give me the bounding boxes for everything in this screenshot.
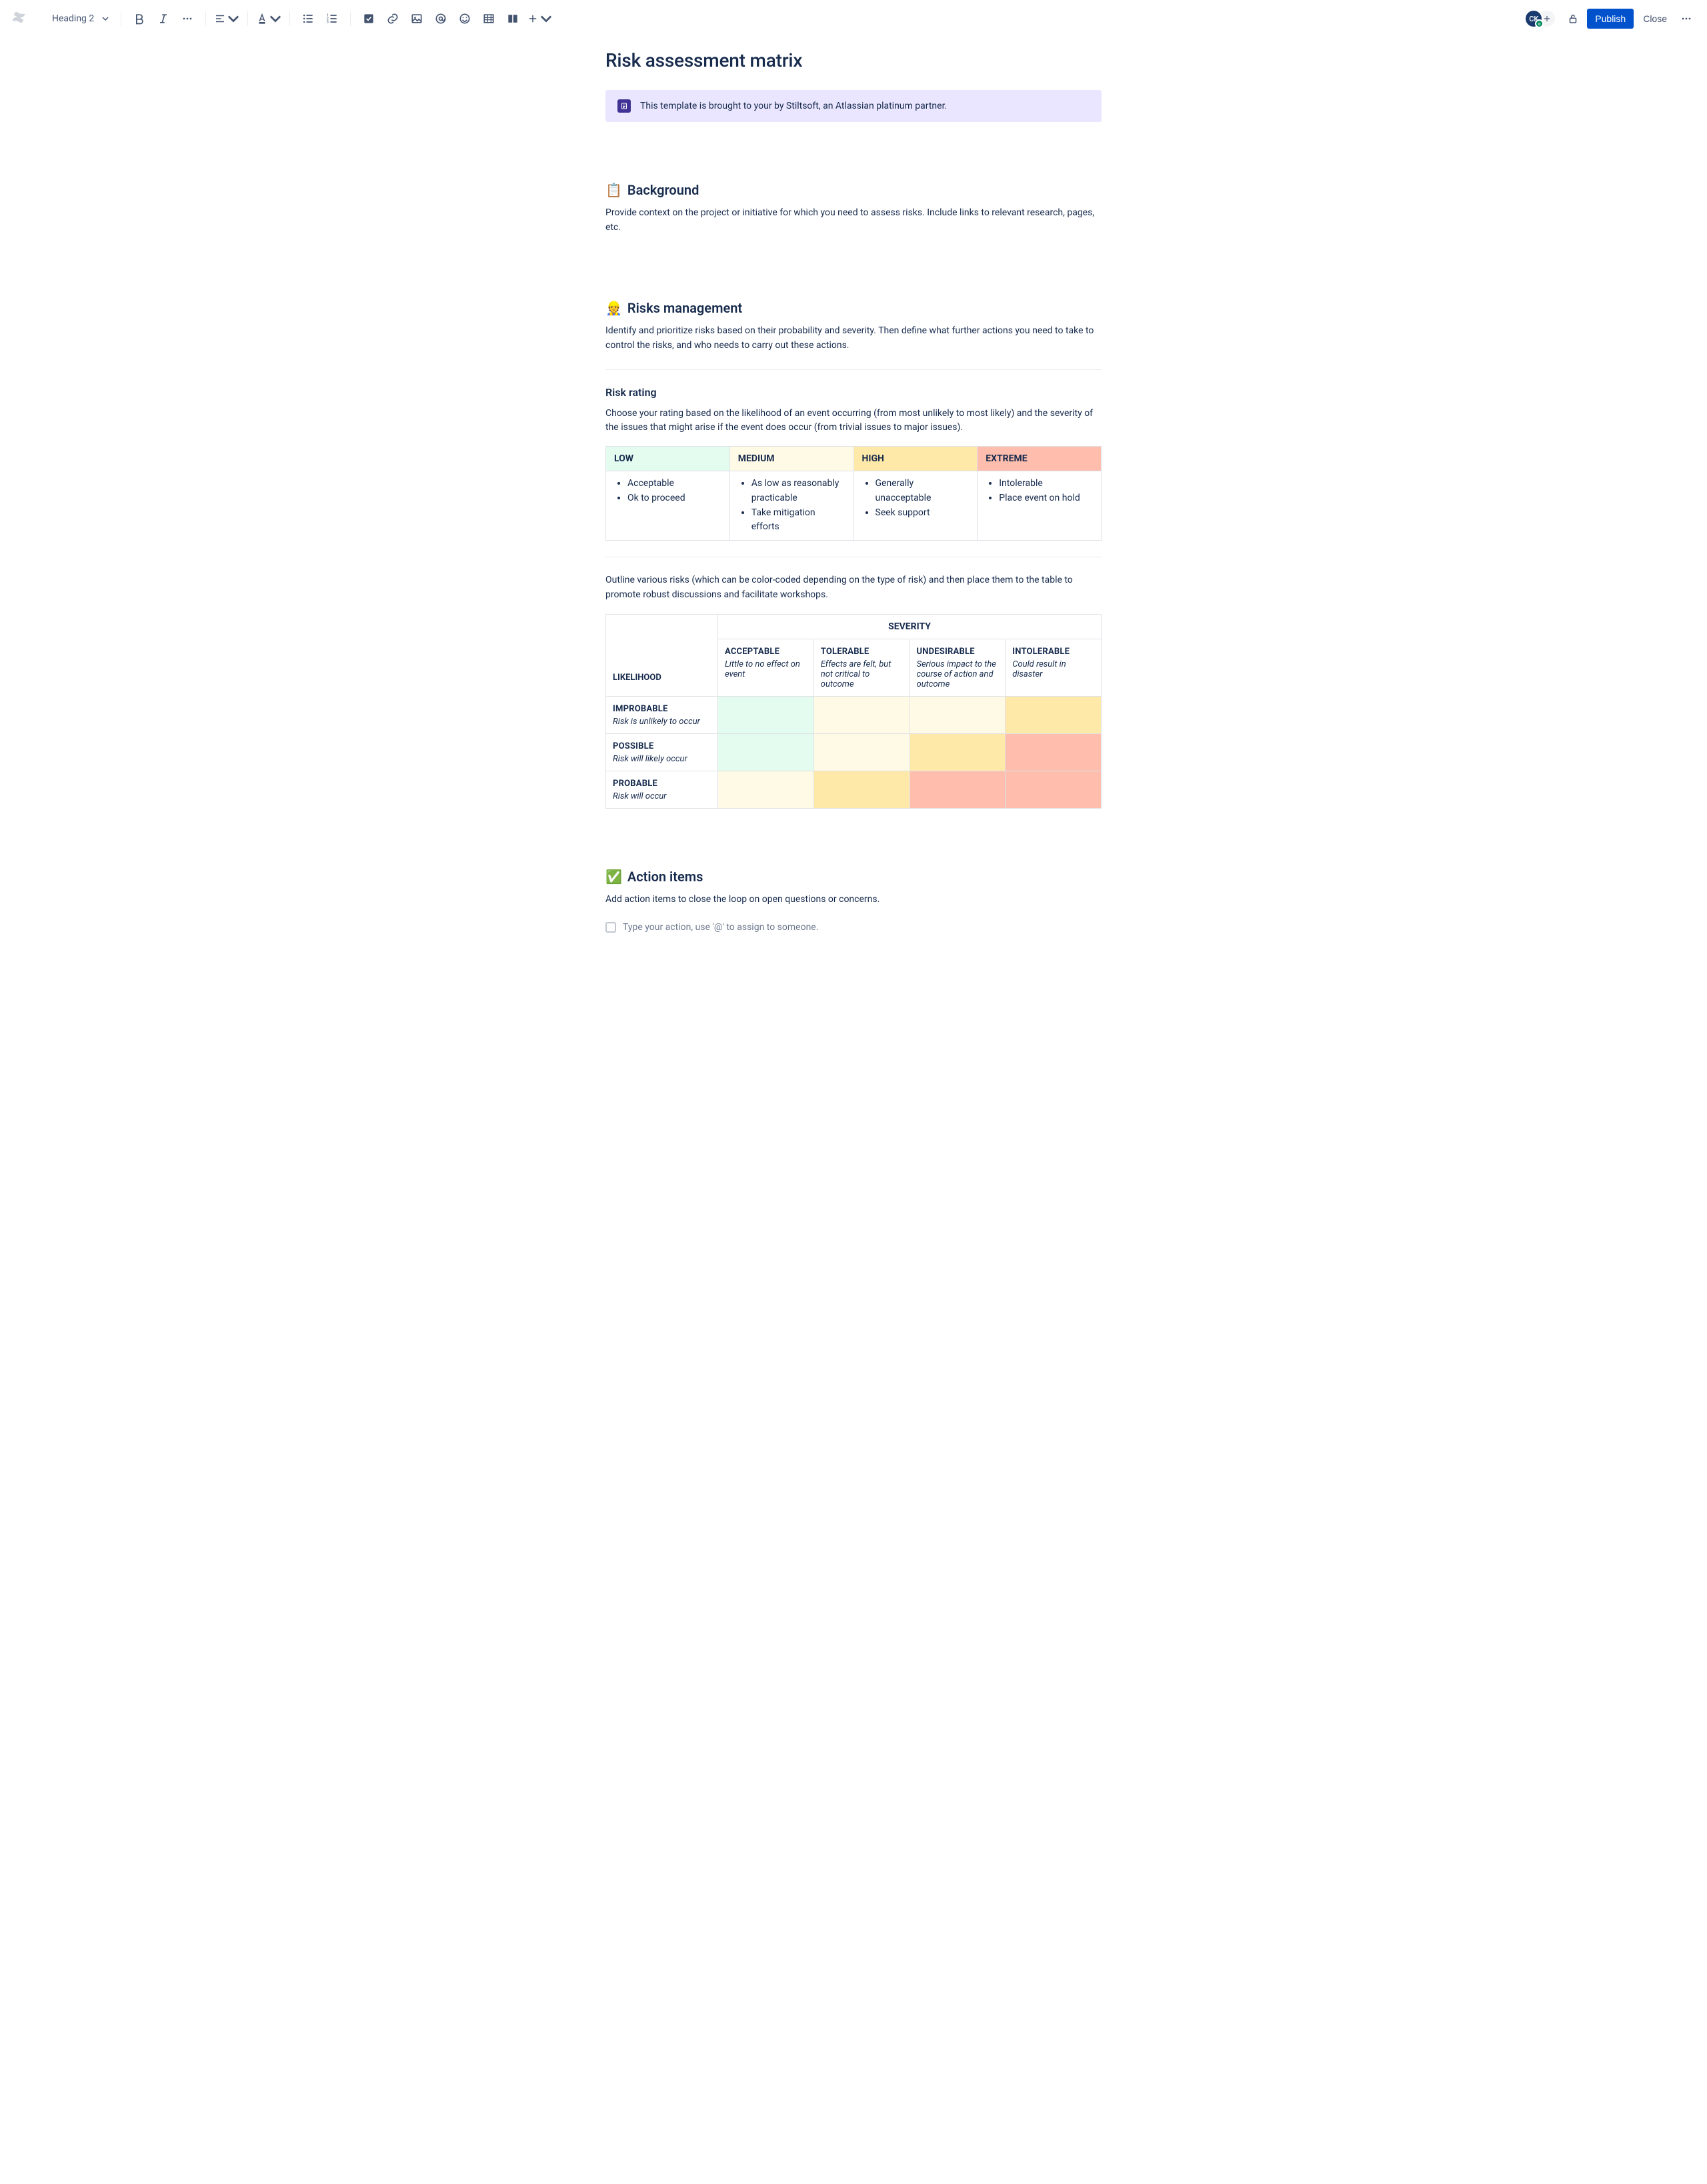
matrix-row-improbable[interactable]: IMPROBABLE Risk is unlikely to occur <box>606 697 1102 734</box>
likelihood-axis-label: LIKELIHOOD <box>606 615 718 697</box>
confluence-logo-icon <box>11 9 27 28</box>
matrix-cell[interactable] <box>1006 734 1102 771</box>
layouts-button[interactable] <box>503 9 523 29</box>
matrix-cell[interactable] <box>910 697 1006 734</box>
bullet-list-button[interactable] <box>298 9 318 29</box>
rating-header-high: HIGH <box>854 447 978 471</box>
matrix-cell[interactable] <box>813 734 910 771</box>
editor-toolbar: Heading 2 123 CK c <box>0 0 1707 37</box>
rating-header-low: LOW <box>606 447 730 471</box>
matrix-row-probable[interactable]: PROBABLE Risk will occur <box>606 771 1102 809</box>
rating-header-medium: MEDIUM <box>729 447 854 471</box>
risk-matrix-table[interactable]: LIKELIHOOD SEVERITY ACCEPTABLE Little to… <box>605 614 1102 809</box>
matrix-cell[interactable] <box>910 771 1006 809</box>
rating-cell-extreme[interactable]: Intolerable Place event on hold <box>978 471 1102 541</box>
matrix-cell[interactable] <box>718 734 814 771</box>
matrix-cell[interactable] <box>910 734 1006 771</box>
emoji-button[interactable] <box>455 9 475 29</box>
action-items-body[interactable]: Add action items to close the loop on op… <box>605 893 1102 907</box>
risk-rating-heading[interactable]: Risk rating <box>605 386 1102 399</box>
severity-acceptable: ACCEPTABLE Little to no effect on event <box>718 639 814 697</box>
background-heading[interactable]: 📋 Background <box>605 182 1102 198</box>
action-item-row[interactable]: Type your action, use '@' to assign to s… <box>605 922 1102 933</box>
matrix-cell[interactable] <box>718 697 814 734</box>
paragraph-style-label: Heading 2 <box>52 13 94 24</box>
risks-management-heading[interactable]: 👷 Risks management <box>605 300 1102 316</box>
clipboard-icon: 📋 <box>605 182 622 198</box>
severity-axis-label: SEVERITY <box>718 615 1102 639</box>
more-actions-button[interactable] <box>1676 9 1696 29</box>
matrix-row-possible[interactable]: POSSIBLE Risk will likely occur <box>606 734 1102 771</box>
info-panel[interactable]: This template is brought to your by Stil… <box>605 90 1102 122</box>
likelihood-possible: POSSIBLE Risk will likely occur <box>606 734 718 771</box>
matrix-cell[interactable] <box>1006 697 1102 734</box>
image-button[interactable] <box>407 9 427 29</box>
italic-button[interactable] <box>153 9 173 29</box>
close-button[interactable]: Close <box>1638 9 1672 29</box>
divider <box>605 369 1102 370</box>
risk-rating-intro[interactable]: Choose your rating based on the likeliho… <box>605 407 1102 435</box>
matrix-cell[interactable] <box>813 771 910 809</box>
action-item-placeholder[interactable]: Type your action, use '@' to assign to s… <box>623 922 818 933</box>
matrix-cell[interactable] <box>1006 771 1102 809</box>
restrictions-button[interactable] <box>1563 9 1583 29</box>
chevron-down-icon <box>102 15 109 22</box>
info-panel-text: This template is brought to your by Stil… <box>640 101 947 111</box>
avatar[interactable]: CK c <box>1524 9 1543 28</box>
matrix-cell[interactable] <box>718 771 814 809</box>
likelihood-improbable: IMPROBABLE Risk is unlikely to occur <box>606 697 718 734</box>
matrix-cell[interactable] <box>813 697 910 734</box>
severity-tolerable: TOLERABLE Effects are felt, but not crit… <box>813 639 910 697</box>
action-items-heading[interactable]: ✅ Action items <box>605 869 1102 885</box>
rating-cell-high[interactable]: Generally unacceptable Seek support <box>854 471 978 541</box>
mention-button[interactable] <box>431 9 451 29</box>
rating-cell-low[interactable]: Acceptable Ok to proceed <box>606 471 730 541</box>
chevron-down-icon <box>540 12 552 25</box>
publish-button[interactable]: Publish <box>1587 9 1634 29</box>
document-body: Risk assessment matrix This template is … <box>600 49 1107 933</box>
action-item-button[interactable] <box>359 9 379 29</box>
chevron-down-icon <box>269 12 281 25</box>
rating-cell-medium[interactable]: As low as reasonably practicable Take mi… <box>729 471 854 541</box>
action-items-heading-text: Action items <box>627 869 703 885</box>
likelihood-probable: PROBABLE Risk will occur <box>606 771 718 809</box>
table-button[interactable] <box>479 9 499 29</box>
action-item-checkbox[interactable] <box>605 922 616 933</box>
bold-button[interactable] <box>129 9 149 29</box>
panel-info-icon <box>617 99 631 113</box>
more-formatting-button[interactable] <box>177 9 197 29</box>
severity-undesirable: UNDESIRABLE Serious impact to the course… <box>910 639 1006 697</box>
construction-worker-icon: 👷 <box>605 300 622 316</box>
text-color-button[interactable] <box>256 9 281 29</box>
background-heading-text: Background <box>627 182 699 198</box>
background-body[interactable]: Provide context on the project or initia… <box>605 206 1102 235</box>
chevron-down-icon <box>227 12 239 25</box>
rating-header-extreme: EXTREME <box>978 447 1102 471</box>
risks-management-body[interactable]: Identify and prioritize risks based on t… <box>605 324 1102 353</box>
paragraph-style-select[interactable]: Heading 2 <box>48 11 113 27</box>
check-mark-icon: ✅ <box>605 869 622 885</box>
risks-management-heading-text: Risks management <box>627 300 742 316</box>
matrix-intro[interactable]: Outline various risks (which can be colo… <box>605 573 1102 602</box>
page-title[interactable]: Risk assessment matrix <box>605 49 1102 71</box>
svg-text:3: 3 <box>327 21 329 25</box>
numbered-list-button[interactable]: 123 <box>322 9 342 29</box>
link-button[interactable] <box>383 9 403 29</box>
severity-intolerable: INTOLERABLE Could result in disaster <box>1006 639 1102 697</box>
insert-button[interactable] <box>527 9 552 29</box>
risk-rating-table[interactable]: LOW MEDIUM HIGH EXTREME Acceptable Ok to… <box>605 446 1102 541</box>
collaborator-avatars: CK c <box>1524 9 1556 29</box>
align-button[interactable] <box>214 9 239 29</box>
